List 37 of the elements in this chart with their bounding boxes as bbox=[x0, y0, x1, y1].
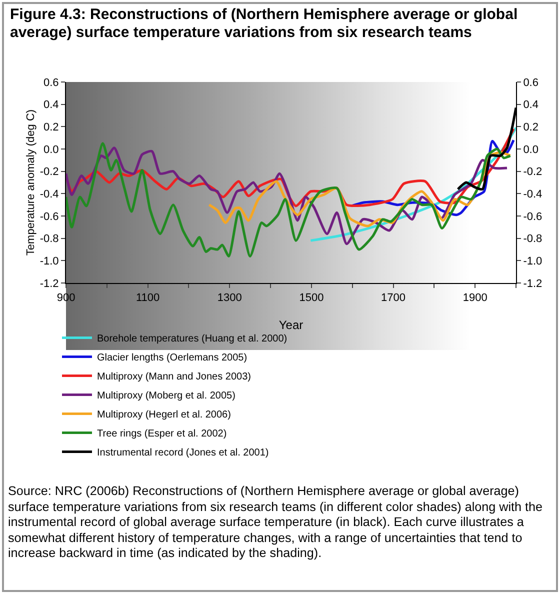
chart-title: Figure 4.3: Reconstructions of (Northern Hemisphere average or global average) surface temperature variations from six research teams bbox=[10, 6, 519, 42]
x-tick-label: 1100 bbox=[136, 292, 160, 304]
y2-tick-label: -1.2 bbox=[523, 278, 542, 290]
y-tick-label: 0.0 bbox=[44, 144, 59, 156]
y-tick-label: 0.2 bbox=[44, 122, 59, 134]
x-tick-label: 1500 bbox=[299, 292, 324, 304]
x-axis-title: Year bbox=[278, 318, 304, 332]
y2-tick-label: -1.0 bbox=[523, 256, 542, 268]
y-axis-title: Temperature anomaly (deg C) bbox=[25, 109, 37, 256]
x-tick-label: 1700 bbox=[381, 292, 406, 304]
y-tick-label: -0.8 bbox=[40, 233, 59, 246]
y2-tick-label: 0.0 bbox=[523, 144, 538, 156]
y-tick-label: -1.2 bbox=[40, 278, 59, 290]
y2-tick-label: -0.2 bbox=[523, 166, 542, 178]
y-tick-label: 0.4 bbox=[44, 99, 59, 112]
legend-label: Instrumental record (Jones et al. 2001) bbox=[97, 448, 269, 459]
y2-tick-label: 0.4 bbox=[523, 99, 538, 112]
source-note: Source: NRC (2006b) Reconstructions of (Northern Hemisphere average or global average) surface temperature variations from six research teams (in different color shades) along with the instrumental record of global average surface temperature (in black). Each curve illustrates a somewhat different history of temperature changes, with a range of uncertainties that tend to increase backward in time (as indicated by the shading). bbox=[8, 484, 544, 562]
legend-label: Multiproxy (Mann and Jones 2003) bbox=[97, 372, 251, 383]
legend-label: Multiproxy (Hegerl et al. 2006) bbox=[97, 410, 231, 421]
y-tick-label: -0.4 bbox=[40, 188, 59, 201]
y-tick-label: -1.0 bbox=[40, 256, 59, 268]
legend-label: Borehole temperatures (Huang et al. 2000) bbox=[97, 334, 288, 345]
y-tick-label: -0.6 bbox=[40, 210, 59, 223]
y2-tick-label: -0.6 bbox=[523, 210, 542, 223]
x-tick-label: 1300 bbox=[217, 292, 242, 304]
legend-label: Glacier lengths (Oerlemans 2005) bbox=[97, 352, 248, 364]
y2-tick-label: -0.8 bbox=[523, 233, 542, 246]
y-tick-label: -0.2 bbox=[40, 166, 59, 178]
legend-label: Tree rings (Esper et al. 2002) bbox=[97, 428, 227, 440]
y2-tick-label: -0.4 bbox=[523, 188, 542, 201]
y2-tick-label: 0.2 bbox=[523, 122, 538, 134]
x-tick-label: 900 bbox=[56, 292, 76, 304]
x-tick-label: 1900 bbox=[462, 292, 488, 304]
legend-label: Multiproxy (Moberg et al. 2005) bbox=[97, 390, 236, 402]
y-tick-label: 0.6 bbox=[44, 76, 59, 89]
y2-tick-label: 0.6 bbox=[523, 76, 538, 89]
